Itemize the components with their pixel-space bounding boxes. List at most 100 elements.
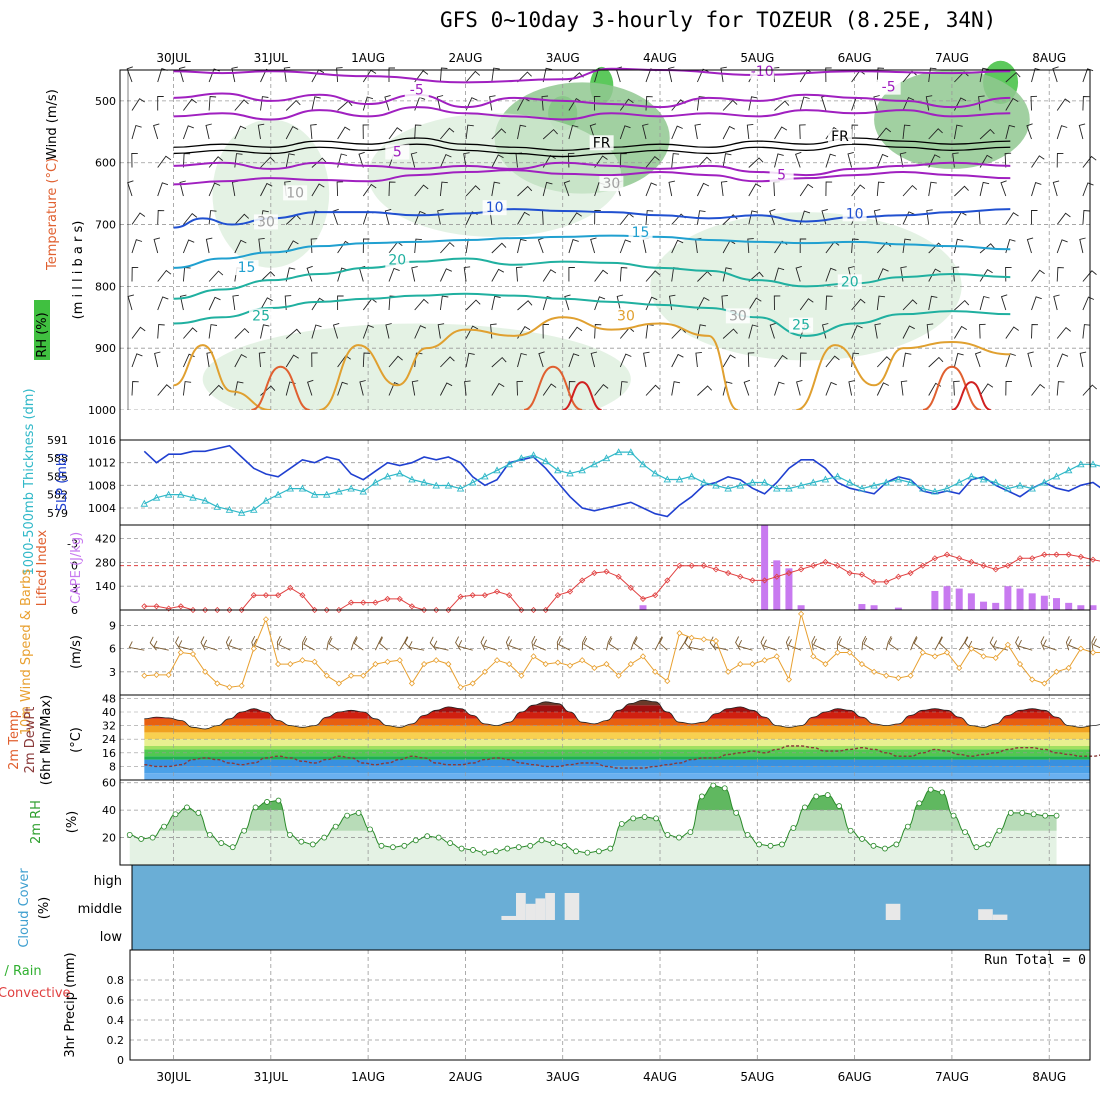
wind-barb [1082,296,1095,311]
bottom-day-label: 7AUG [935,1070,969,1084]
thickness-tick: 588 [47,452,68,465]
wind-barb [743,379,751,396]
wind-barb [1000,180,1007,197]
wind-marker [919,649,926,656]
li-marker [798,566,805,573]
wind-barb [799,210,811,225]
rh-marker [241,827,248,834]
label-bg [789,317,814,333]
precip-tick: 0.6 [107,994,125,1007]
wind-marker [798,610,805,617]
wind-barb [695,351,702,368]
rh-marker [733,810,740,816]
wind-barb [774,153,784,168]
wind-barb [517,185,533,197]
wind-barb [1056,381,1065,396]
thickness-marker [712,481,720,489]
wind-barb [722,267,732,282]
ylabel-minmax: (6hr Min/Max) [39,695,54,785]
rh-marker [527,842,534,849]
wind-barb [821,94,828,111]
ylabel-temp-unit: (°C) [69,727,84,753]
surface-barb [812,638,826,651]
wind-barb [876,356,892,368]
surface-barb [581,635,587,651]
wind-barb [537,237,545,254]
wind-barb [589,123,597,140]
rh-marker [950,812,957,819]
wind-barb [439,67,448,83]
li-marker [761,577,768,584]
wind-barb [154,351,161,368]
thickness-marker [651,469,659,477]
isotherm-line [173,161,1011,177]
thickness-marker [323,490,331,498]
temp-tick: 8 [109,760,116,773]
label-bg [837,274,862,290]
cape-tick: 280 [95,556,116,569]
wind-barb [414,352,423,368]
thickness-marker [152,493,161,501]
thickness-marker [639,460,647,468]
wind-barb [234,353,247,368]
bottom-day-label: 2AUG [448,1070,482,1084]
surface-barb [1042,639,1057,651]
wind-barb [1056,98,1071,111]
wind-barb [799,238,807,253]
wind-barb [1031,210,1038,225]
wind-barb [642,123,649,140]
temp-band [144,705,1090,712]
wind-barb [414,210,426,225]
wind-barb [825,181,833,197]
isotherm-line [951,381,992,411]
surface-barb [654,636,663,651]
rh-marker [756,841,762,848]
wind-barb [593,95,601,111]
wind-barb [619,125,631,140]
precip-tick: 0.2 [107,1034,125,1047]
thickness-marker [481,472,489,480]
wind-barb [311,297,325,311]
wind-barb [517,71,532,83]
isotherm-label: 30 [729,308,747,324]
wind-barb [411,380,419,396]
surface-barb [228,639,242,651]
wind-barb [517,300,533,311]
wind-barb [1005,381,1013,396]
wind-marker [457,684,464,691]
wind-barb [311,183,325,197]
label-bg [613,308,638,324]
bottom-day-label: 3AUG [546,1070,580,1084]
surface-barb [1067,638,1081,651]
rh-marker [1019,810,1026,816]
surface-barb [958,636,968,651]
wind-marker [311,658,318,665]
wind-marker [554,659,561,666]
slp-tick: 1004 [88,502,116,515]
wind-barb [671,239,684,254]
wind-barb [1082,182,1094,197]
panel-gap [120,410,1090,440]
wind-marker [530,653,537,660]
wind-barb [1027,351,1034,368]
isotherm-line [523,365,583,411]
wind-barb [131,124,142,140]
rh-marker [698,793,705,800]
isotherm-label: 5 [393,145,402,161]
ylabel-pressure: (m i l l i b a r s) [71,221,86,320]
surface-barb [659,636,668,651]
wind-marker [542,661,549,668]
wind-barb [902,124,911,140]
wind-barb [1053,294,1060,311]
wind-barb [928,268,941,282]
surface-barb [888,637,899,651]
thickness-marker [797,481,805,489]
temp-bands [144,700,1090,780]
thickness-marker [870,481,878,489]
rh-marker [584,849,591,856]
wind-barb [414,96,426,111]
wind-barb [1082,384,1098,396]
wind-barb [825,381,837,396]
rh-marker [412,837,419,844]
wind-barb [234,99,249,111]
